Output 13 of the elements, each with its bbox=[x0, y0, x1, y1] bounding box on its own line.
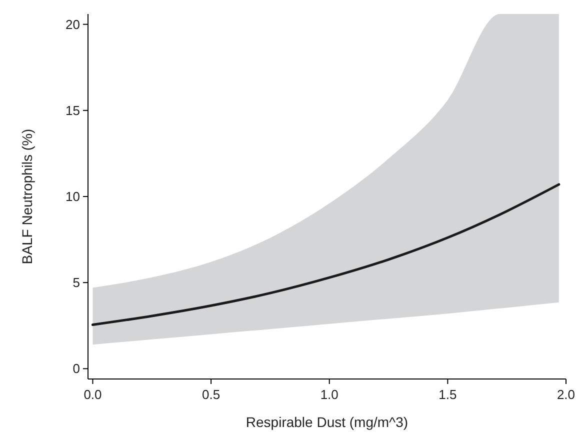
line-series bbox=[91, 183, 560, 326]
y-tick-label: 10 bbox=[66, 189, 80, 204]
y-axis-title: BALF Neutrophils (%) bbox=[19, 128, 35, 264]
x-axis-title: Respirable Dust (mg/m^3) bbox=[246, 414, 408, 430]
x-tick-label: 1.0 bbox=[320, 387, 338, 402]
y-tick-label: 20 bbox=[66, 16, 80, 32]
x-tick-label: 0.0 bbox=[84, 387, 102, 402]
y-tick-label: 5 bbox=[72, 275, 80, 290]
y-tick-label: 0 bbox=[72, 361, 80, 376]
y-tick-label: 15 bbox=[66, 102, 80, 118]
x-tick-label: 2.0 bbox=[556, 387, 576, 402]
x-tick-label: 1.5 bbox=[438, 387, 457, 402]
x-tick-label: 0.5 bbox=[202, 387, 220, 402]
